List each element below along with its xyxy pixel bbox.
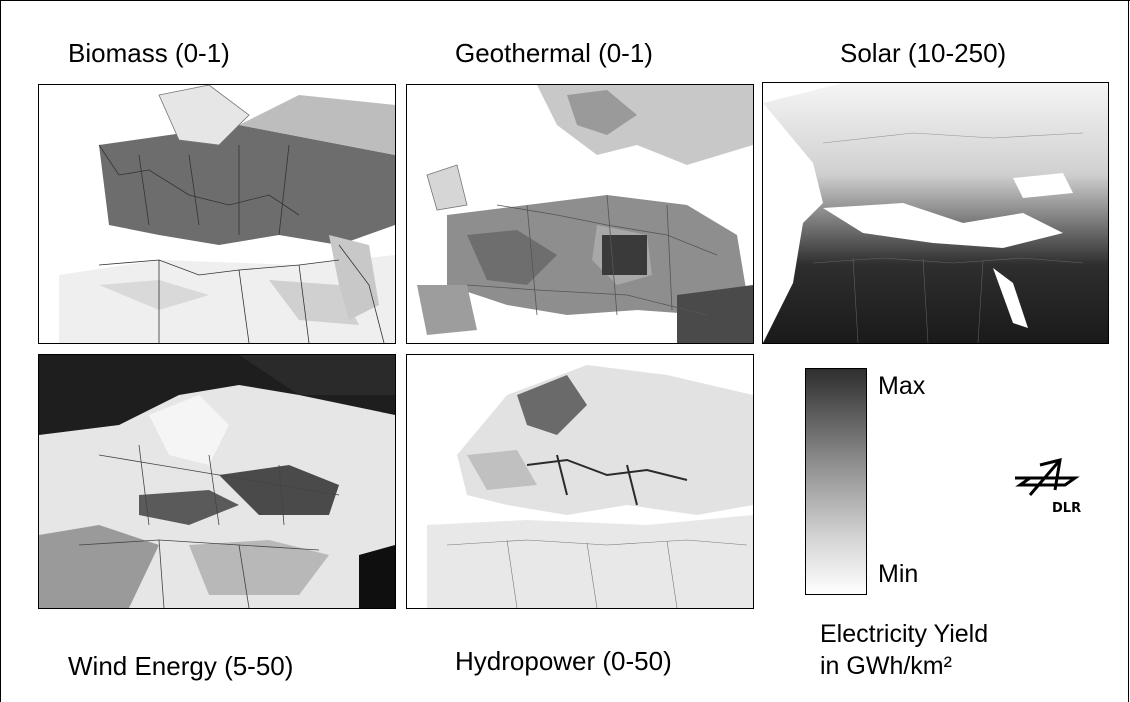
wind-energy-map (38, 354, 396, 609)
legend-caption-line2: in GWh/km² (820, 652, 952, 680)
dlr-logo-icon: DLR (1005, 440, 1085, 516)
wind-title: Wind Energy (5-50) (68, 651, 294, 681)
frame-border-left (0, 0, 1, 702)
biomass-map (38, 84, 396, 344)
dlr-logo-text: DLR (1052, 501, 1081, 515)
solar-map (762, 82, 1109, 344)
legend-color-bar (805, 368, 867, 595)
hydropower-map (406, 354, 754, 609)
frame-border-right (1128, 0, 1129, 702)
legend-max-label: Max (878, 372, 926, 400)
biomass-title: Biomass (0-1) (68, 38, 230, 68)
legend-min-label: Min (878, 560, 919, 588)
frame-border-top (0, 0, 1130, 1)
geothermal-title: Geothermal (0-1) (455, 38, 653, 68)
solar-title: Solar (10-250) (840, 38, 1007, 68)
hydropower-title: Hydropower (0-50) (455, 646, 672, 676)
legend-caption-line1: Electricity Yield (820, 620, 989, 648)
geothermal-map (406, 84, 754, 344)
